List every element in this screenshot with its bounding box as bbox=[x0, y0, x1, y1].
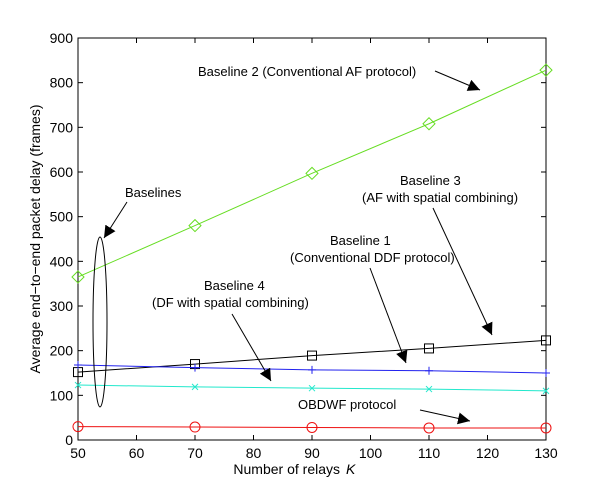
series-line bbox=[77, 426, 546, 429]
y-tick-label: 200 bbox=[50, 343, 74, 359]
data-point bbox=[72, 421, 84, 433]
y-tick-label: 800 bbox=[50, 75, 74, 91]
data-point bbox=[422, 117, 436, 131]
x-axis-label: Number of relays bbox=[233, 461, 340, 477]
y-tick-label: 700 bbox=[50, 119, 74, 135]
plot-area bbox=[77, 37, 547, 441]
annotation-obdwf: OBDWF protocol bbox=[298, 397, 396, 412]
y-axis-label: Average end−to−end packet delay (frames) bbox=[27, 104, 43, 373]
annotation-baseline-2: Baseline 2 (Conventional AF protocol) bbox=[198, 64, 416, 79]
data-point bbox=[74, 381, 82, 389]
arrow-baselines bbox=[103, 201, 128, 239]
x-tick-label: 130 bbox=[534, 445, 558, 461]
series-0 bbox=[71, 63, 553, 284]
x-tick-label: 100 bbox=[359, 445, 383, 461]
data-point bbox=[306, 421, 318, 433]
annotation-baseline-3-desc: (AF with spatial combining) bbox=[362, 190, 518, 205]
y-tick-label: 400 bbox=[50, 253, 74, 269]
x-tick-label: 120 bbox=[476, 445, 500, 461]
annotation-baseline-1-desc: (Conventional DDF protocol) bbox=[290, 250, 455, 265]
data-point bbox=[542, 387, 550, 395]
y-tick-label: 900 bbox=[50, 30, 74, 46]
arrow-baseline-1 bbox=[369, 267, 408, 364]
baselines-ellipse bbox=[92, 236, 108, 408]
arrow-baseline-3 bbox=[432, 207, 493, 336]
data-point bbox=[425, 385, 433, 393]
y-tick-label: 300 bbox=[50, 298, 74, 314]
arrow-baseline-4 bbox=[231, 313, 272, 382]
x-tick-label: 70 bbox=[187, 445, 203, 461]
data-point bbox=[191, 363, 199, 372]
data-point bbox=[74, 360, 82, 369]
x-tick-label: 80 bbox=[246, 445, 262, 461]
annotation-baseline-1-title: Baseline 1 bbox=[330, 233, 391, 248]
data-point bbox=[191, 383, 199, 391]
data-point bbox=[308, 384, 316, 392]
annotation-baselines: Baselines bbox=[125, 185, 182, 200]
data-point bbox=[308, 365, 316, 374]
axis-ticks: 50 60 70 80 90 100 110 120 130 0 100 200 300 400 500 60… bbox=[50, 30, 558, 461]
x-tick-label: 50 bbox=[70, 445, 86, 461]
data-point bbox=[307, 350, 317, 361]
data-point bbox=[541, 335, 551, 346]
data-point bbox=[424, 343, 434, 354]
series-line bbox=[77, 69, 547, 278]
data-point bbox=[425, 366, 433, 375]
annotation-baseline-4-title: Baseline 4 bbox=[204, 278, 265, 293]
x-tick-label: 110 bbox=[418, 445, 441, 461]
series-4 bbox=[72, 421, 552, 434]
data-point bbox=[188, 218, 202, 233]
x-tick-label: 60 bbox=[129, 445, 145, 461]
data-point bbox=[189, 421, 201, 433]
y-tick-label: 600 bbox=[50, 164, 74, 180]
y-tick-label: 0 bbox=[65, 432, 73, 448]
series-3 bbox=[74, 381, 550, 395]
arrow-obdwf bbox=[419, 409, 471, 425]
data-point bbox=[540, 422, 552, 434]
annotation-baseline-4-desc: (DF with spatial combining) bbox=[152, 295, 309, 310]
data-point bbox=[539, 63, 553, 77]
data-point bbox=[542, 369, 550, 377]
y-tick-label: 500 bbox=[50, 209, 74, 225]
annotation-baseline-3-title: Baseline 3 bbox=[400, 173, 461, 188]
series-2 bbox=[74, 360, 550, 377]
data-point bbox=[305, 166, 319, 181]
x-axis-symbol: K bbox=[346, 461, 356, 477]
x-tick-label: 90 bbox=[304, 445, 320, 461]
data-point bbox=[71, 270, 85, 284]
y-tick-label: 100 bbox=[50, 387, 74, 403]
data-point bbox=[423, 422, 435, 434]
series-layer bbox=[71, 63, 553, 434]
arrow-baseline-2 bbox=[434, 70, 481, 91]
